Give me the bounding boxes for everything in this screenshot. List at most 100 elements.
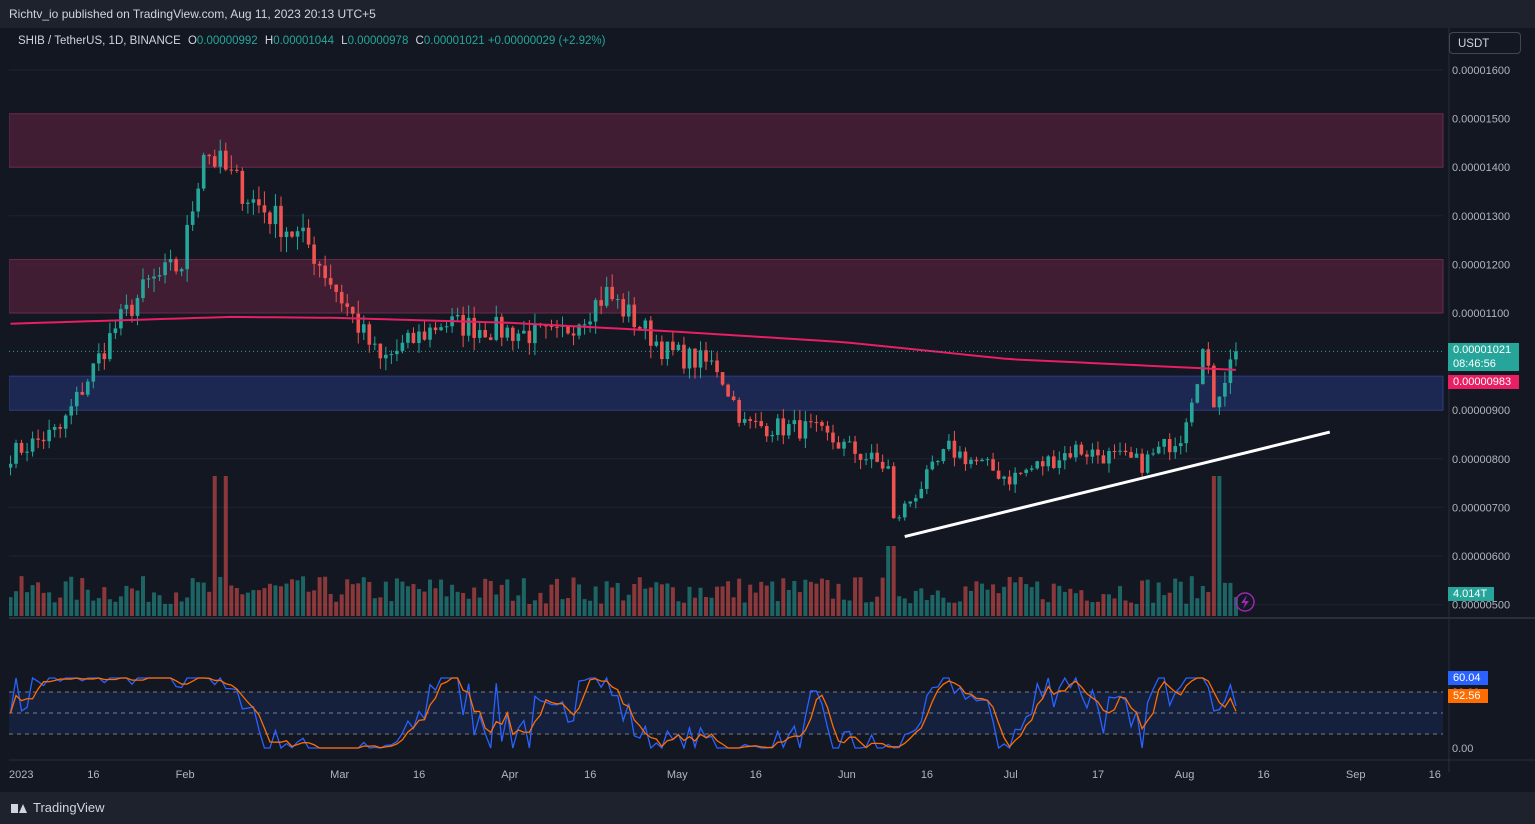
candle-body bbox=[1184, 422, 1189, 444]
volume-bar bbox=[1051, 583, 1056, 616]
candle-body bbox=[731, 396, 736, 401]
candle-body bbox=[1145, 454, 1150, 473]
volume-bar bbox=[985, 589, 990, 616]
volume-bar bbox=[273, 585, 278, 616]
time-axis-label: May bbox=[667, 769, 688, 781]
volume-bar bbox=[858, 577, 863, 616]
candle-body bbox=[1063, 453, 1067, 461]
volume-bar bbox=[14, 591, 19, 616]
volume-bar bbox=[1035, 581, 1040, 616]
volume-bar bbox=[488, 580, 493, 616]
candle-body bbox=[422, 331, 427, 340]
candle-body bbox=[715, 360, 719, 373]
ma-value-tag: 0.00000983 bbox=[1448, 375, 1519, 389]
candle-body bbox=[350, 306, 355, 314]
volume-bar bbox=[400, 581, 405, 616]
price-axis-label: 0.00000500 bbox=[1452, 600, 1510, 612]
volume-bar bbox=[1002, 586, 1007, 616]
candle-body bbox=[654, 341, 659, 346]
candle-body bbox=[764, 426, 769, 437]
volume-bar bbox=[1057, 585, 1062, 616]
candle-body bbox=[880, 461, 885, 469]
volume-bar bbox=[968, 590, 973, 616]
candle-body bbox=[312, 244, 316, 264]
candle-body bbox=[30, 438, 35, 452]
volume-bar bbox=[80, 578, 85, 616]
candle-body bbox=[273, 205, 278, 225]
chart-area[interactable]: 0.00001600 0.00001500 0.00001400 0.00001300… bbox=[8, 28, 1535, 792]
symbol-name[interactable]: SHIB / TetherUS, 1D, BINANCE bbox=[18, 35, 181, 47]
candle-body bbox=[444, 326, 449, 328]
tradingview-logo-icon bbox=[11, 802, 27, 814]
volume-bar bbox=[593, 586, 598, 616]
volume-bar bbox=[107, 599, 112, 616]
volume-bar bbox=[648, 587, 653, 616]
candle-body bbox=[1156, 446, 1161, 454]
volume-bar bbox=[709, 597, 714, 616]
candle-body bbox=[1118, 450, 1122, 452]
price-axis-label: 0.00001400 bbox=[1452, 162, 1510, 174]
candle-body bbox=[831, 432, 835, 443]
zone-resistance-upper bbox=[8, 113, 1444, 168]
volume-bar bbox=[1095, 601, 1100, 616]
tradingview-logo[interactable]: TradingView bbox=[11, 800, 105, 815]
low-label: L bbox=[341, 35, 348, 47]
candle-body bbox=[1129, 452, 1133, 458]
volume-bar bbox=[118, 596, 123, 616]
volume-bar bbox=[284, 583, 289, 616]
volume-bar bbox=[1018, 577, 1023, 616]
candle-body bbox=[941, 449, 946, 462]
currency-button[interactable]: USDT bbox=[1449, 32, 1521, 54]
candle-body bbox=[157, 275, 162, 277]
candle-body bbox=[36, 438, 40, 440]
volume-bar bbox=[1145, 579, 1150, 616]
volume-bar bbox=[510, 600, 515, 616]
volume-bar bbox=[1162, 595, 1167, 616]
candle-body bbox=[1151, 453, 1155, 455]
candle-body bbox=[1040, 461, 1045, 467]
candle-body bbox=[74, 391, 79, 407]
candle-body bbox=[339, 291, 344, 304]
candle-body bbox=[483, 330, 488, 338]
candle-body bbox=[980, 459, 984, 462]
volume-bar bbox=[665, 583, 670, 616]
candle-body bbox=[991, 459, 995, 471]
candle-body bbox=[549, 325, 554, 327]
candle-body bbox=[720, 372, 725, 385]
candle-body bbox=[163, 262, 167, 276]
candle-body bbox=[488, 337, 493, 340]
candle-body bbox=[218, 150, 223, 167]
volume-bar bbox=[842, 599, 847, 616]
candle-body bbox=[947, 440, 951, 450]
candle-body bbox=[1057, 460, 1062, 469]
high-label: H bbox=[264, 35, 274, 47]
chart-svg[interactable]: 0.00001600 0.00001500 0.00001400 0.00001300… bbox=[8, 28, 1535, 792]
volume-bar bbox=[124, 585, 129, 616]
volume-bar bbox=[659, 584, 664, 616]
candle-body bbox=[1035, 461, 1040, 469]
price-axis-label: 0.00001200 bbox=[1452, 259, 1510, 271]
candle-body bbox=[919, 488, 924, 499]
volume-bar bbox=[935, 590, 940, 616]
stoch-k-line bbox=[9, 676, 1237, 751]
candle-body bbox=[787, 424, 791, 436]
volume-bar bbox=[466, 598, 471, 616]
candle-body bbox=[665, 341, 670, 360]
candle-body bbox=[1096, 449, 1100, 456]
volume-bar bbox=[930, 594, 935, 616]
volume-bar bbox=[549, 584, 554, 616]
candle-body bbox=[499, 316, 504, 338]
candle-body bbox=[1228, 359, 1233, 383]
candle-body bbox=[869, 452, 874, 460]
volume-bar bbox=[808, 581, 813, 616]
volume-bar bbox=[957, 601, 962, 616]
candle-body bbox=[168, 259, 173, 263]
volume-bar bbox=[681, 602, 686, 616]
candle-body bbox=[262, 205, 267, 213]
candle-body bbox=[417, 331, 421, 344]
candle-body bbox=[544, 325, 548, 327]
candle-body bbox=[494, 316, 499, 340]
candle-body bbox=[936, 461, 940, 463]
price-axis-label: 0.00000900 bbox=[1452, 405, 1510, 417]
candle-body bbox=[1189, 402, 1194, 423]
